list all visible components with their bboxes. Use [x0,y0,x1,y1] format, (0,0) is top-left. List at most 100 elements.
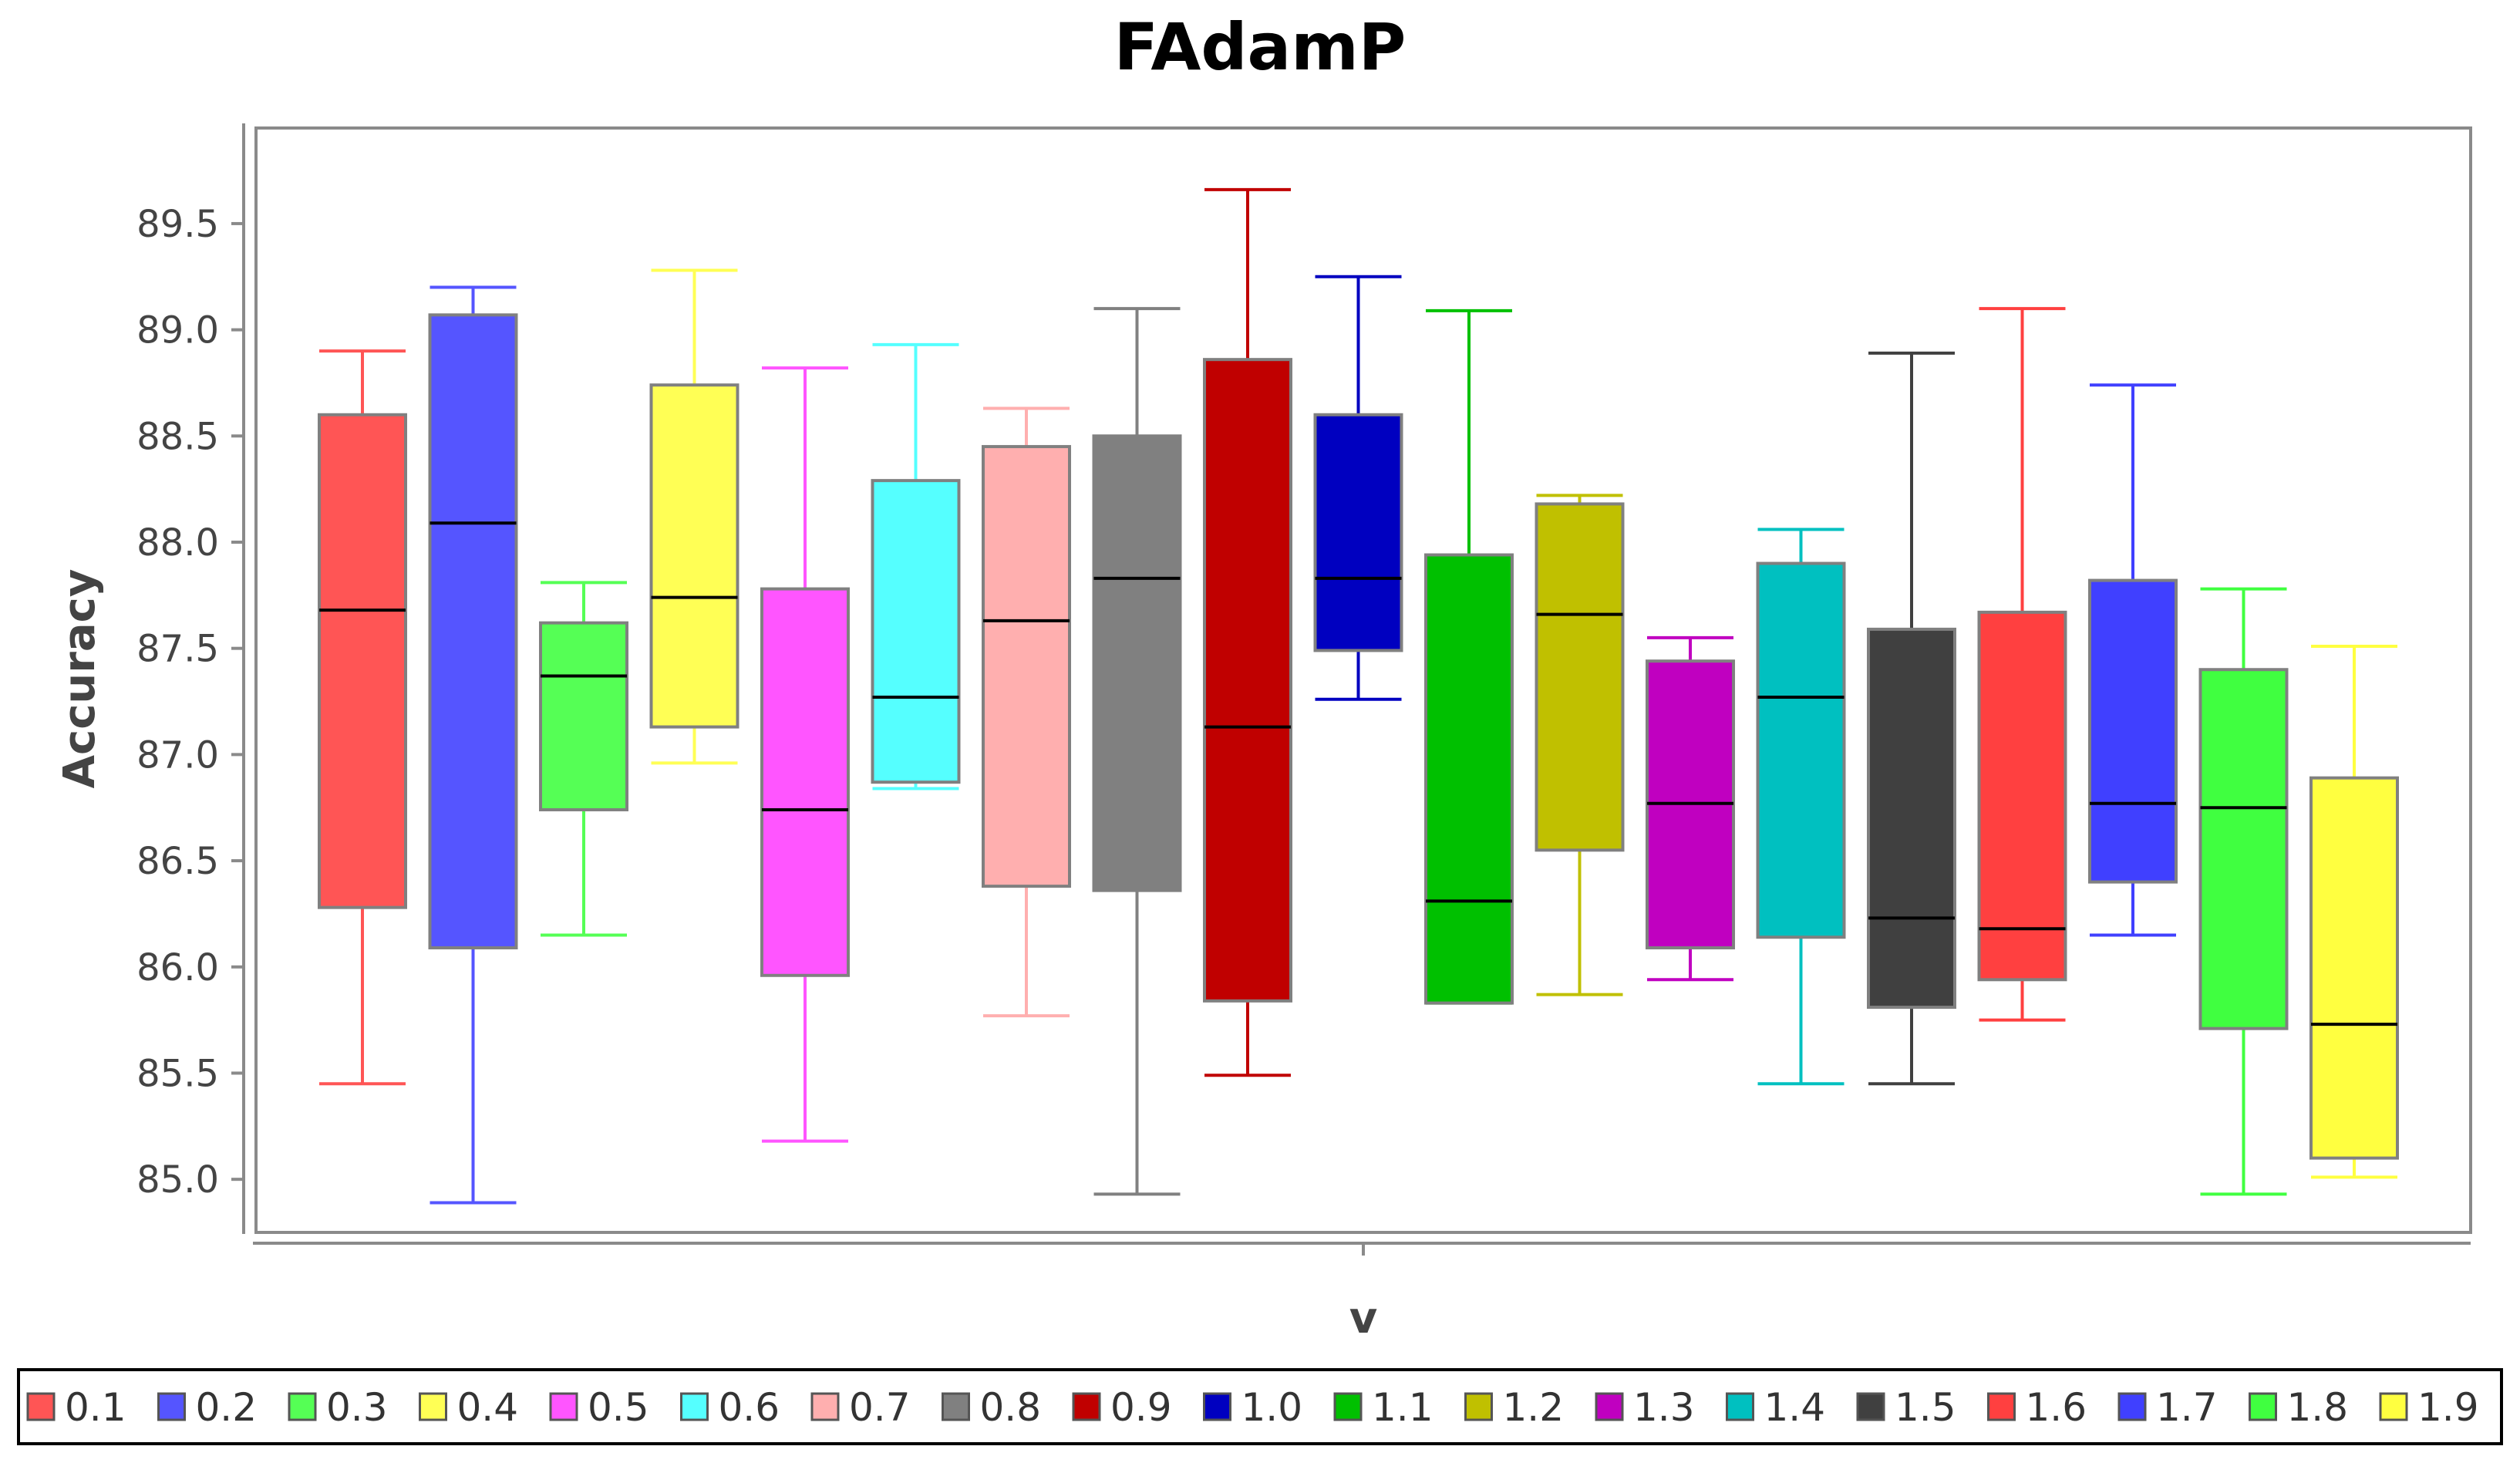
legend-item-1.3: 1.3 [1595,1385,1695,1430]
box-1.5 [1867,351,1956,1086]
legend-label: 0.2 [196,1385,258,1430]
iqr-box [428,313,518,949]
legend-label: 1.7 [2156,1385,2218,1430]
legend-item-1.0: 1.0 [1203,1385,1303,1430]
legend-label: 0.7 [849,1385,911,1430]
box-1.1 [1424,308,1514,1005]
iqr-box [1535,502,1625,852]
box-0.5 [760,366,850,1143]
iqr-box [2088,578,2178,884]
y-tick-label: 89.5 [136,203,219,246]
legend-item-0.7: 0.7 [810,1385,911,1430]
y-tick-label: 86.5 [136,840,219,883]
legend-swatch [1595,1392,1624,1421]
box-1.6 [1977,307,2067,1022]
y-tick-label: 85.5 [136,1052,219,1095]
iqr-box [1756,561,1846,939]
iqr-box [982,445,1071,888]
iqr-box [2309,776,2399,1160]
legend-swatch [1072,1392,1101,1421]
legend-item-0.2: 0.2 [157,1385,258,1430]
iqr-box [871,479,961,784]
box-0.3 [539,581,628,937]
legend-swatch [2249,1392,2277,1421]
iqr-box [1092,434,1182,892]
box-0.6 [871,342,961,790]
box-1.3 [1646,635,1735,982]
iqr-box [649,383,739,729]
y-tick-label: 88.0 [136,521,219,565]
legend-label: 1.4 [1764,1385,1826,1430]
legend-label: 0.6 [719,1385,780,1430]
legend-item-0.5: 0.5 [549,1385,649,1430]
iqr-box [539,621,628,811]
x-axis-label: v [1349,1293,1378,1343]
y-tick-label: 87.0 [136,733,219,777]
legend-item-1.8: 1.8 [2249,1385,2349,1430]
legend-swatch [419,1392,447,1421]
legend-swatch [1856,1392,1885,1421]
legend-item-0.9: 0.9 [1072,1385,1172,1430]
y-tick-label: 85.0 [136,1158,219,1202]
legend-swatch [810,1392,840,1421]
legend-label: 0.3 [326,1385,388,1430]
box-1.7 [2088,383,2178,937]
y-tick-label: 86.0 [136,946,219,989]
y-tick-label: 89.0 [136,309,219,352]
legend-label: 1.2 [1503,1385,1565,1430]
legend-label: 0.1 [65,1385,126,1430]
legend-item-1.1: 1.1 [1333,1385,1434,1430]
legend-swatch [1726,1392,1754,1421]
legend-swatch [1203,1392,1231,1421]
iqr-box [318,413,407,909]
y-ticks: 85.0 85.5 86.0 86.5 87.0 87.5 88.0 88.5 89.0 89.5 [136,203,244,1202]
box-0.8 [1092,307,1182,1196]
iqr-box [1977,610,2067,982]
legend-item-1.7: 1.7 [2117,1385,2218,1430]
legend-item-1.2: 1.2 [1464,1385,1565,1430]
legend-swatch [2379,1392,2408,1421]
legend-label: 1.1 [1372,1385,1434,1430]
legend-swatch [2117,1392,2147,1421]
legend-swatch [288,1392,317,1421]
legend-item-0.4: 0.4 [419,1385,519,1430]
iqr-box [760,587,850,977]
box-1.9 [2309,644,2399,1179]
legend-label: 0.4 [457,1385,519,1430]
box-0.7 [982,406,1071,1018]
box-0.4 [649,268,739,765]
legend-label: 1.3 [1633,1385,1695,1430]
box-0.2 [428,285,518,1205]
box-1.4 [1756,528,1846,1086]
legend-swatch [1333,1392,1363,1421]
legend-swatch [942,1392,970,1421]
legend-label: 1.9 [2417,1385,2479,1430]
legend-swatch [1987,1392,2016,1421]
iqr-box [1203,358,1292,1003]
y-tick-label: 88.5 [136,415,219,458]
y-axis-label: Accuracy [55,569,105,789]
legend-item-0.3: 0.3 [288,1385,388,1430]
legend-swatch [157,1392,186,1421]
iqr-box [2198,668,2289,1030]
box-1.2 [1535,494,1625,996]
box-0.1 [318,349,407,1086]
box-1.0 [1313,275,1403,701]
legend-item-1.6: 1.6 [1987,1385,2087,1430]
iqr-box [1313,413,1403,652]
legend-label: 1.8 [2287,1385,2349,1430]
box-1.8 [2198,587,2289,1196]
boxes-group [318,187,2399,1205]
iqr-box [1867,627,1956,1010]
chart-title: FAdamP [1114,9,1407,85]
legend-item-1.4: 1.4 [1726,1385,1826,1430]
legend-item-1.9: 1.9 [2379,1385,2479,1430]
legend-item-0.1: 0.1 [26,1385,126,1430]
legend-label: 1.0 [1241,1385,1303,1430]
legend-item-0.8: 0.8 [942,1385,1042,1430]
legend-swatch [1464,1392,1493,1421]
legend-swatch [26,1392,56,1421]
legend-item-1.5: 1.5 [1856,1385,1956,1430]
legend-label: 0.8 [980,1385,1042,1430]
